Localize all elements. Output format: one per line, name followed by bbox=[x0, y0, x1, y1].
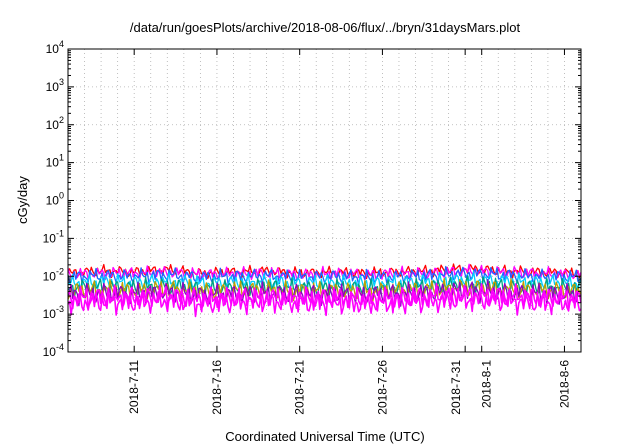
y-axis-label: cGy/day bbox=[15, 176, 30, 224]
x-tick-label: 2018-8-6 bbox=[557, 360, 571, 408]
x-tick-label: 2018-7-21 bbox=[293, 360, 307, 415]
y-tick-label: 104 bbox=[46, 39, 64, 56]
x-tick-label: 2018-8-1 bbox=[480, 360, 494, 408]
y-tick-label: 10-1 bbox=[43, 228, 64, 245]
y-tick-label: 103 bbox=[46, 77, 64, 94]
y-tick-label: 10-3 bbox=[43, 304, 64, 321]
x-tick-label: 2018-7-11 bbox=[127, 360, 141, 414]
y-tick-label: 101 bbox=[46, 153, 64, 170]
x-axis-label: Coordinated Universal Time (UTC) bbox=[225, 429, 424, 444]
chart-title: /data/run/goesPlots/archive/2018-08-06/f… bbox=[130, 20, 521, 35]
x-tick-label: 2018-7-16 bbox=[210, 360, 224, 415]
series-line bbox=[67, 282, 582, 313]
y-tick-label: 102 bbox=[46, 115, 64, 132]
y-tick-label: 10-4 bbox=[43, 342, 64, 359]
x-axis: 2018-7-11 2018-7-16 2018-7-21 2018-7-26 2018… bbox=[127, 49, 571, 415]
x-tick-label: 2018-7-26 bbox=[375, 360, 389, 415]
series-line bbox=[67, 286, 582, 318]
x-tick-label: 2018-7-31 bbox=[449, 360, 463, 415]
y-tick-label: 10-2 bbox=[43, 266, 64, 283]
y-tick-label: 100 bbox=[46, 191, 64, 208]
series-layer bbox=[67, 263, 582, 318]
